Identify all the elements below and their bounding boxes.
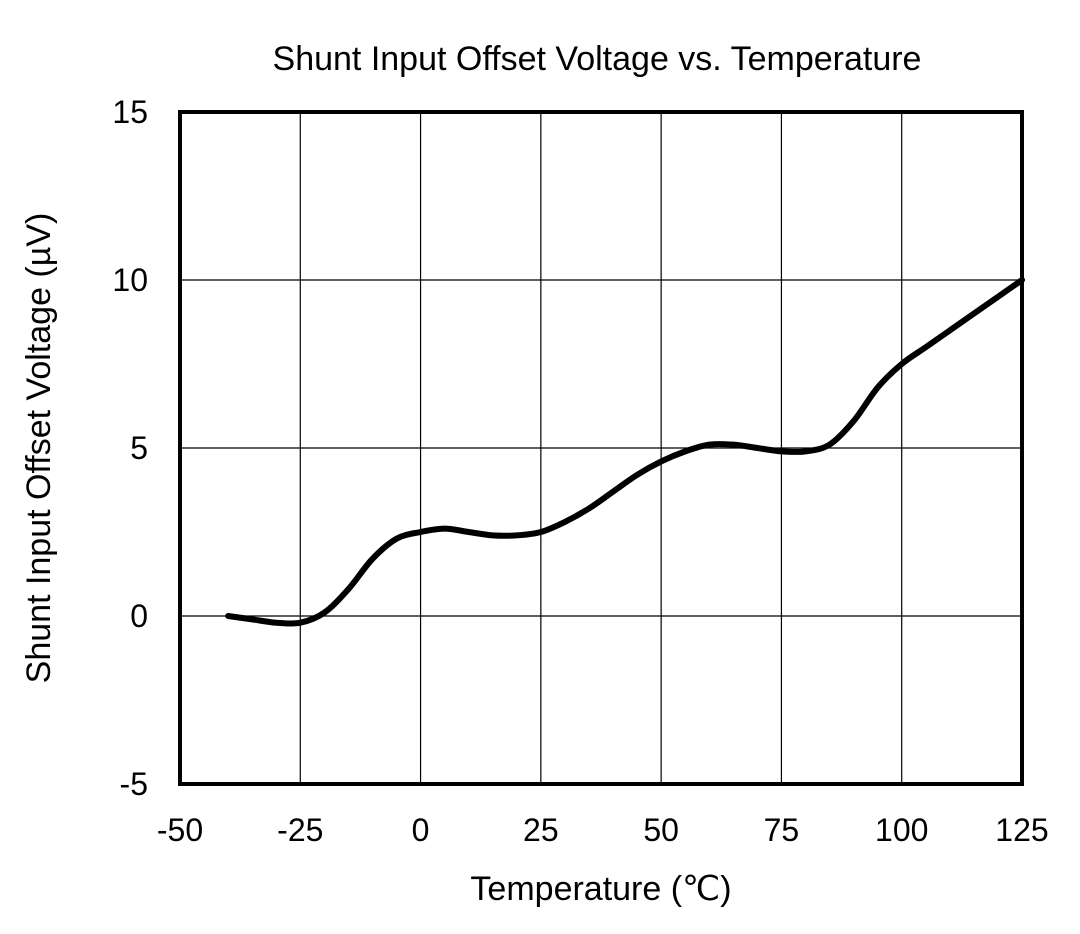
x-tick-label: 0 — [412, 812, 430, 848]
chart-title: Shunt Input Offset Voltage vs. Temperatu… — [273, 40, 922, 78]
x-tick-labels: -50 -25 0 25 50 75 100 125 — [157, 812, 1049, 848]
x-tick-label: -50 — [157, 812, 203, 848]
x-tick-label: -25 — [277, 812, 323, 848]
y-tick-label: 0 — [130, 598, 148, 634]
y-axis-label: Shunt Input Offset Voltage (µV) — [20, 213, 58, 684]
grid — [179, 111, 1023, 785]
y-tick-label: 15 — [112, 94, 148, 130]
y-tick-label: 10 — [112, 262, 148, 298]
x-tick-label: 75 — [764, 812, 800, 848]
y-tick-label: -5 — [120, 766, 148, 802]
x-tick-label: 100 — [875, 812, 928, 848]
x-tick-label: 25 — [523, 812, 559, 848]
plot-frame — [178, 110, 1024, 786]
series-line — [225, 277, 1025, 627]
y-tick-labels: -5 0 5 10 15 — [112, 94, 148, 802]
x-tick-label: 50 — [643, 812, 679, 848]
y-tick-label: 5 — [130, 430, 148, 466]
x-axis-label: Temperature (℃) — [470, 870, 731, 908]
x-tick-label: 125 — [995, 812, 1048, 848]
series-layer — [225, 277, 1025, 627]
